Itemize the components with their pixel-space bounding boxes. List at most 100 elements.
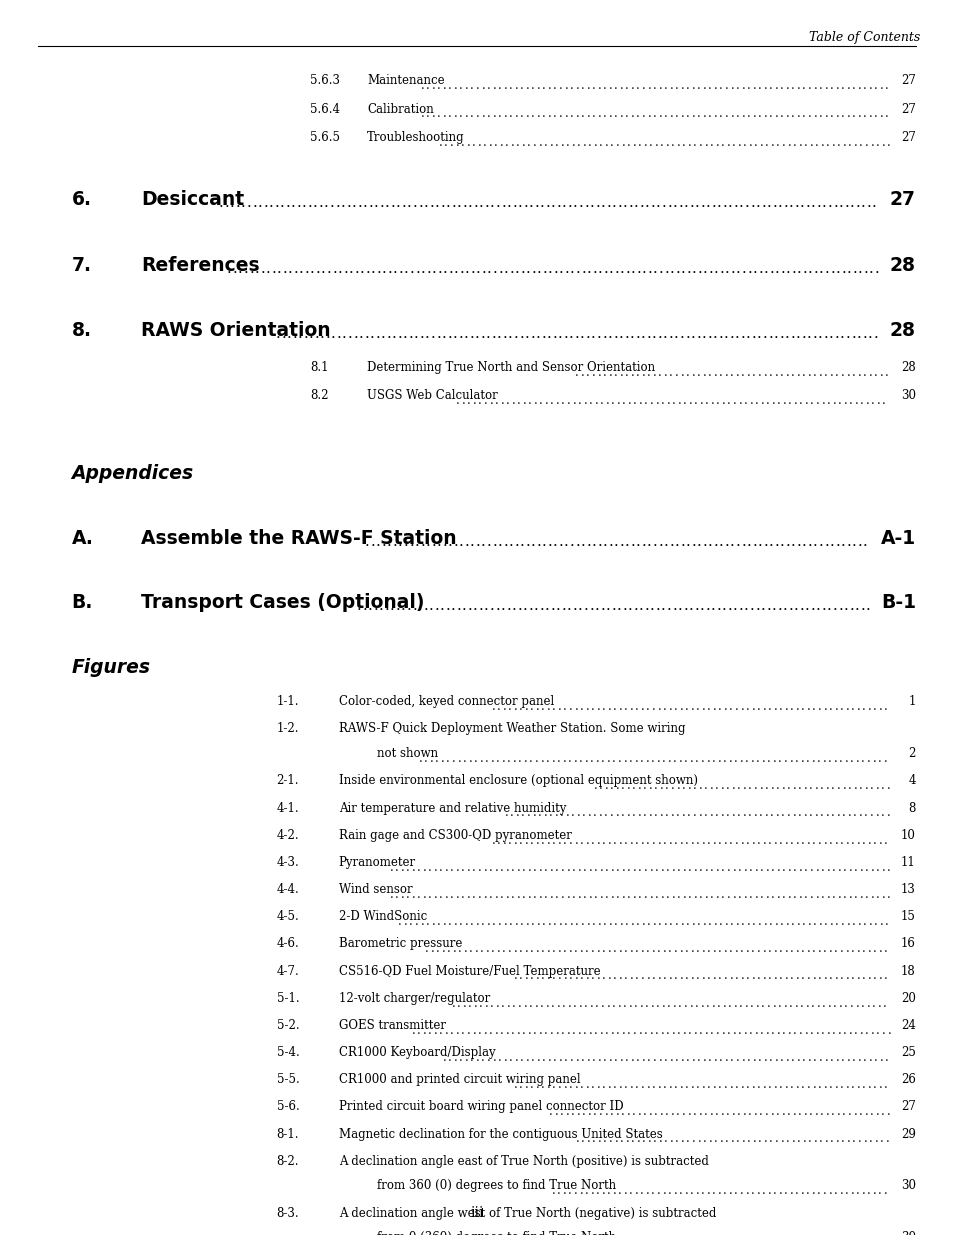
Text: .: .	[674, 535, 679, 548]
Text: .: .	[821, 196, 826, 210]
Text: .: .	[553, 535, 558, 548]
Text: .: .	[442, 107, 446, 121]
Text: .: .	[732, 1024, 736, 1037]
Text: .: .	[703, 806, 707, 820]
Text: .: .	[522, 196, 527, 210]
Text: .: .	[867, 834, 870, 847]
Text: .: .	[806, 942, 809, 956]
Text: .: .	[779, 834, 782, 847]
Text: .: .	[801, 942, 804, 956]
Text: .: .	[547, 915, 551, 929]
Text: .: .	[772, 997, 776, 1010]
Text: .: .	[801, 700, 804, 714]
Text: .: .	[791, 262, 796, 275]
Text: .: .	[687, 1105, 690, 1119]
Text: .: .	[575, 1132, 578, 1146]
Text: .: .	[883, 942, 887, 956]
Text: .: .	[667, 752, 671, 766]
Text: .: .	[533, 888, 537, 902]
Text: .: .	[823, 535, 828, 548]
Text: .: .	[623, 834, 627, 847]
Text: .: .	[837, 888, 841, 902]
Text: .: .	[768, 1051, 772, 1065]
Text: .: .	[724, 915, 728, 929]
Text: .: .	[337, 262, 342, 275]
Text: .: .	[519, 262, 524, 275]
Text: .: .	[784, 535, 789, 548]
Text: .: .	[404, 262, 409, 275]
Text: .: .	[760, 752, 764, 766]
Text: .: .	[670, 806, 674, 820]
Text: .: .	[559, 1105, 563, 1119]
Text: .: .	[597, 1051, 600, 1065]
Text: .: .	[486, 107, 490, 121]
Text: .: .	[477, 394, 481, 408]
Text: .: .	[850, 969, 854, 983]
Text: .: .	[658, 107, 661, 121]
Text: .: .	[825, 888, 829, 902]
Text: .: .	[754, 888, 758, 902]
Text: .: .	[750, 752, 754, 766]
Text: .: .	[779, 1078, 782, 1092]
Text: .: .	[564, 262, 569, 275]
Text: .: .	[605, 599, 610, 613]
Text: .: .	[487, 262, 492, 275]
Text: .: .	[696, 327, 700, 341]
Text: .: .	[659, 136, 663, 149]
Text: .: .	[768, 107, 772, 121]
Text: .: .	[771, 599, 776, 613]
Text: .: .	[872, 834, 876, 847]
Text: .: .	[513, 1078, 517, 1092]
Text: .: .	[555, 1024, 558, 1037]
Text: .: .	[607, 942, 611, 956]
Text: .: .	[552, 1078, 556, 1092]
Text: .: .	[740, 107, 744, 121]
Text: Printed circuit board wiring panel connector ID: Printed circuit board wiring panel conne…	[338, 1100, 622, 1114]
Text: .: .	[835, 1051, 839, 1065]
Text: .: .	[857, 366, 861, 379]
Text: .: .	[662, 942, 666, 956]
Text: .: .	[781, 861, 785, 874]
Text: .: .	[730, 262, 735, 275]
Text: .: .	[825, 1024, 829, 1037]
Text: .: .	[640, 834, 644, 847]
Text: .: .	[494, 1024, 497, 1037]
Text: 5-5.: 5-5.	[276, 1073, 299, 1087]
Text: .: .	[767, 1184, 770, 1198]
Text: .: .	[829, 915, 833, 929]
Text: .: .	[834, 700, 838, 714]
Text: .: .	[857, 79, 861, 93]
Text: .: .	[809, 861, 813, 874]
Text: .: .	[823, 366, 827, 379]
Text: .: .	[663, 915, 667, 929]
Text: .: .	[684, 1078, 688, 1092]
Text: .: .	[511, 394, 515, 408]
Text: .: .	[729, 327, 734, 341]
Text: .: .	[746, 535, 751, 548]
Text: .: .	[813, 1132, 817, 1146]
Text: iii: iii	[470, 1207, 483, 1220]
Text: .: .	[558, 969, 561, 983]
Text: .: .	[531, 262, 536, 275]
Text: .: .	[668, 969, 672, 983]
Text: .: .	[671, 861, 675, 874]
Text: .: .	[406, 599, 411, 613]
Text: .: .	[732, 394, 736, 408]
Text: .: .	[684, 969, 688, 983]
Text: .: .	[743, 196, 748, 210]
Text: .: .	[392, 327, 396, 341]
Text: .: .	[801, 834, 804, 847]
Text: .: .	[609, 1105, 613, 1119]
Text: .: .	[719, 79, 722, 93]
Text: .: .	[882, 394, 885, 408]
Text: .: .	[820, 1105, 823, 1119]
Text: .: .	[492, 262, 497, 275]
Text: .: .	[829, 107, 833, 121]
Text: .: .	[754, 394, 758, 408]
Text: .: .	[585, 834, 589, 847]
Text: 20: 20	[900, 992, 915, 1005]
Text: .: .	[799, 196, 803, 210]
Text: .: .	[520, 806, 524, 820]
Text: .: .	[740, 969, 743, 983]
Text: .: .	[486, 535, 491, 548]
